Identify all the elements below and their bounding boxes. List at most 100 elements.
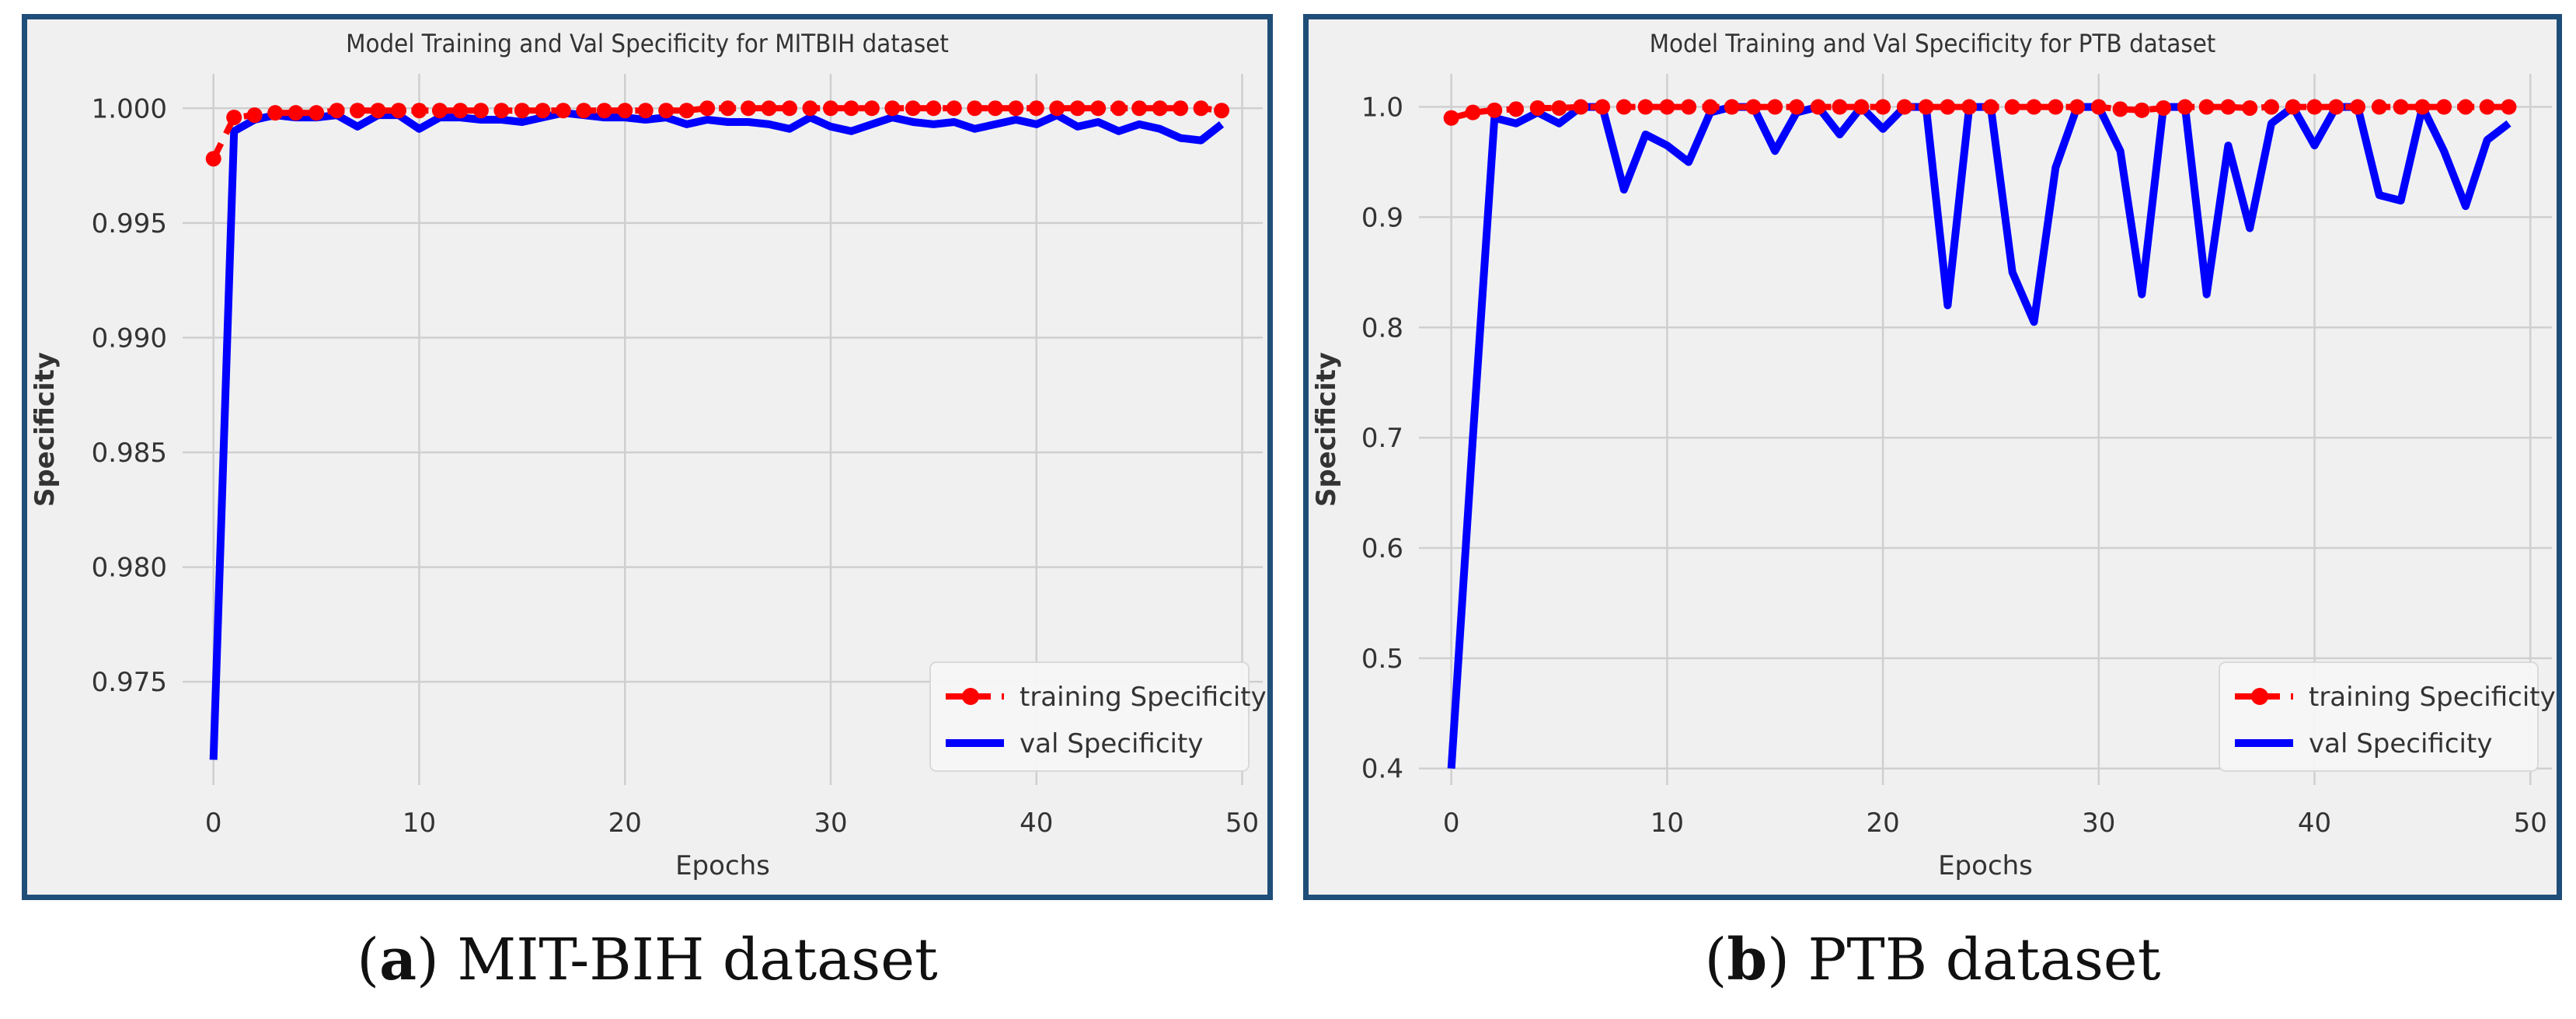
x-tick-label: 30 <box>2082 808 2115 839</box>
training-point <box>2436 99 2452 115</box>
training-point <box>205 151 221 167</box>
training-point <box>1789 99 1804 115</box>
caption-a: (a) MIT-BIH dataset <box>357 927 938 993</box>
training-point <box>2457 99 2473 115</box>
training-point <box>226 110 242 126</box>
legend-marker-training <box>962 688 979 705</box>
y-tick-label: 1.0 <box>1361 92 1403 124</box>
training-point <box>1982 99 1999 115</box>
y-tick-label: 0.995 <box>92 208 167 239</box>
training-point <box>1008 100 1024 117</box>
training-point <box>246 107 263 124</box>
training-point <box>1767 99 1783 115</box>
training-point <box>1918 99 1934 115</box>
training-point <box>1465 104 1481 120</box>
x-tick-label: 0 <box>205 808 222 839</box>
training-point <box>472 103 489 119</box>
training-point <box>288 105 304 121</box>
training-point <box>720 100 736 117</box>
y-tick-label: 0.985 <box>92 438 167 469</box>
y-tick-label: 0.6 <box>1361 533 1403 564</box>
x-tick-label: 30 <box>814 808 847 839</box>
chart-mitbih: 0 10 20 30 40 50 0.975 0.980 0.985 0.990 0.995 1.00… <box>30 30 1267 881</box>
training-point <box>1173 100 1189 117</box>
training-point <box>823 100 838 117</box>
training-point <box>2350 99 2366 115</box>
training-point <box>555 103 571 119</box>
x-tick-label: 0 <box>1443 808 1460 839</box>
training-point <box>1152 100 1168 117</box>
training-point <box>1529 99 1546 116</box>
caption-b: (b) PTB dataset <box>1704 927 2161 993</box>
training-point <box>2242 99 2258 116</box>
x-tick-label: 20 <box>608 808 642 839</box>
training-point <box>308 105 325 121</box>
y-tick-label: 0.990 <box>92 323 167 354</box>
training-point <box>350 103 366 119</box>
training-point <box>1659 99 1675 115</box>
training-point <box>1724 99 1740 115</box>
training-point <box>1810 99 1826 115</box>
training-point <box>1702 99 1718 115</box>
legend-label-val: val Specificity <box>1020 728 1203 759</box>
training-point <box>535 103 551 119</box>
training-point <box>576 103 592 119</box>
chart-panel-ptb: 0 10 20 30 40 50 0.4 0.5 0.6 0.7 0.8 0.9 1.0 Model Tr… <box>1303 14 2562 900</box>
training-point <box>2501 99 2517 115</box>
training-point <box>2198 99 2215 115</box>
training-point <box>2112 101 2128 117</box>
training-point <box>2156 99 2172 116</box>
training-point <box>678 103 695 119</box>
training-point <box>2134 102 2150 118</box>
chart-title: Model Training and Val Specificity for M… <box>346 30 949 58</box>
training-point <box>802 100 818 117</box>
training-point <box>2414 99 2431 115</box>
training-point <box>782 100 798 117</box>
training-point <box>863 100 880 117</box>
training-point <box>987 100 1003 117</box>
x-tick-label: 50 <box>2514 808 2547 839</box>
legend-label-training: training Specificity <box>1020 682 1267 713</box>
training-point <box>596 103 612 119</box>
training-point <box>946 100 962 117</box>
y-tick-label: 0.5 <box>1361 644 1403 675</box>
training-point <box>1853 99 1870 115</box>
training-point <box>411 103 427 119</box>
caption-text: PTB dataset <box>1790 927 2161 993</box>
x-axis-label: Epochs <box>675 850 770 881</box>
training-point <box>1049 100 1065 117</box>
training-point <box>617 103 633 119</box>
training-point <box>2479 99 2495 115</box>
training-point <box>1214 103 1230 119</box>
training-point <box>2220 99 2236 115</box>
training-point <box>1573 99 1589 115</box>
training-point <box>452 103 469 119</box>
training-point <box>1028 100 1044 117</box>
training-point <box>1940 99 1956 115</box>
x-axis-label: Epochs <box>1938 850 2033 881</box>
training-point <box>843 100 859 117</box>
chart-title: Model Training and Val Specificity for P… <box>1650 30 2216 58</box>
training-point <box>1832 99 1848 115</box>
legend-marker-training <box>2251 688 2268 705</box>
training-point <box>1131 100 1148 117</box>
training-point <box>431 103 448 119</box>
x-tick-label: 50 <box>1225 808 1259 839</box>
caption-text: MIT-BIH dataset <box>438 927 938 993</box>
y-tick-label: 0.980 <box>92 553 167 584</box>
training-point <box>761 100 777 117</box>
training-point <box>2177 99 2193 115</box>
training-point <box>925 100 942 117</box>
training-point <box>2069 99 2086 115</box>
training-point <box>1508 101 1524 117</box>
training-point <box>493 103 510 119</box>
training-point <box>329 103 345 119</box>
training-point <box>1637 99 1654 115</box>
chart-panel-mitbih: 0 10 20 30 40 50 0.975 0.980 0.985 0.990 0.995 1.00… <box>22 14 1273 900</box>
y-tick-label: 1.000 <box>92 93 167 124</box>
training-point <box>514 103 530 119</box>
training-point <box>637 103 654 119</box>
chart-ptb: 0 10 20 30 40 50 0.4 0.5 0.6 0.7 0.8 0.9 1.0 Model Tr… <box>1311 30 2556 881</box>
y-tick-label: 0.975 <box>92 667 167 698</box>
training-point <box>391 103 406 119</box>
